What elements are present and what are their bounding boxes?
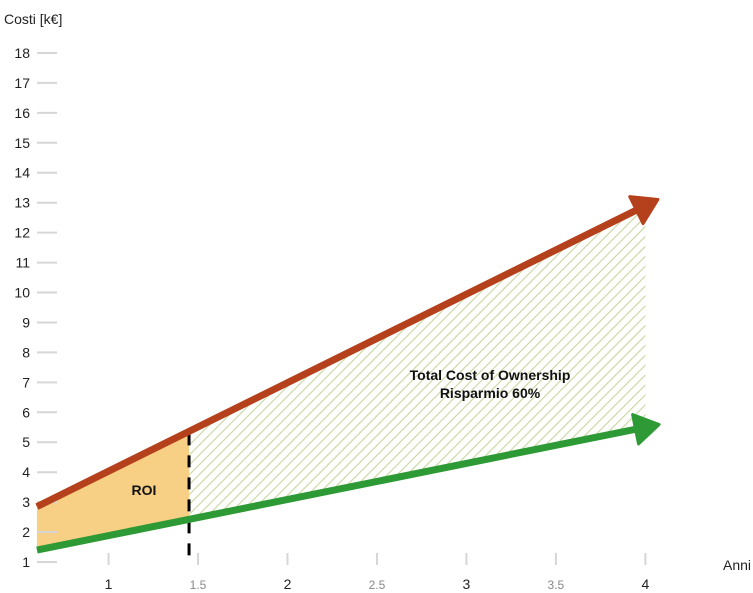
x-tick-label: 3 [463,576,471,592]
x-minor-tick-label: 1.5 [190,578,207,592]
y-tick-label: 18 [14,45,30,61]
x-minor-tick-label: 2.5 [369,578,386,592]
tco-region [189,205,646,520]
cost-line-red [35,205,642,510]
y-tick-label: 8 [22,344,30,360]
y-tick-label: 6 [22,404,30,420]
y-tick-label: 11 [15,255,30,271]
y-tick-label: 14 [14,165,30,181]
y-tick-label: 15 [14,135,30,151]
x-minor-tick-label: 3.5 [548,578,565,592]
y-tick-label: 1 [22,554,30,570]
x-tick-label: 4 [641,576,649,592]
cost-line-green-arrowhead [631,413,661,446]
roi-label: ROI [132,482,157,498]
y-tick-label: 12 [14,225,30,241]
series-lines [35,195,661,554]
cost-line-red-arrowhead [628,195,660,226]
y-tick-label: 2 [22,524,30,540]
y-tick-label: 13 [14,195,30,211]
y-axis-title: Costi [k€] [4,11,62,27]
y-tick-label: 5 [22,434,30,450]
x-tick-label: 2 [284,576,292,592]
y-tick-label: 9 [22,314,30,330]
cost-line-green [36,425,641,554]
y-tick-label: 7 [22,374,30,390]
y-tick-label: 17 [14,75,30,91]
regions [36,205,646,550]
roi-region [36,431,190,550]
y-tick-label: 4 [22,464,30,480]
tco-label: Total Cost of Ownership [410,367,571,383]
y-tick-label: 16 [14,105,30,121]
tco-savings-label: Risparmio 60% [440,385,541,401]
y-tick-label: 3 [22,494,30,510]
x-axis-title: Anni [723,557,751,573]
y-tick-label: 10 [14,285,30,301]
x-tick-label: 1 [105,576,113,592]
